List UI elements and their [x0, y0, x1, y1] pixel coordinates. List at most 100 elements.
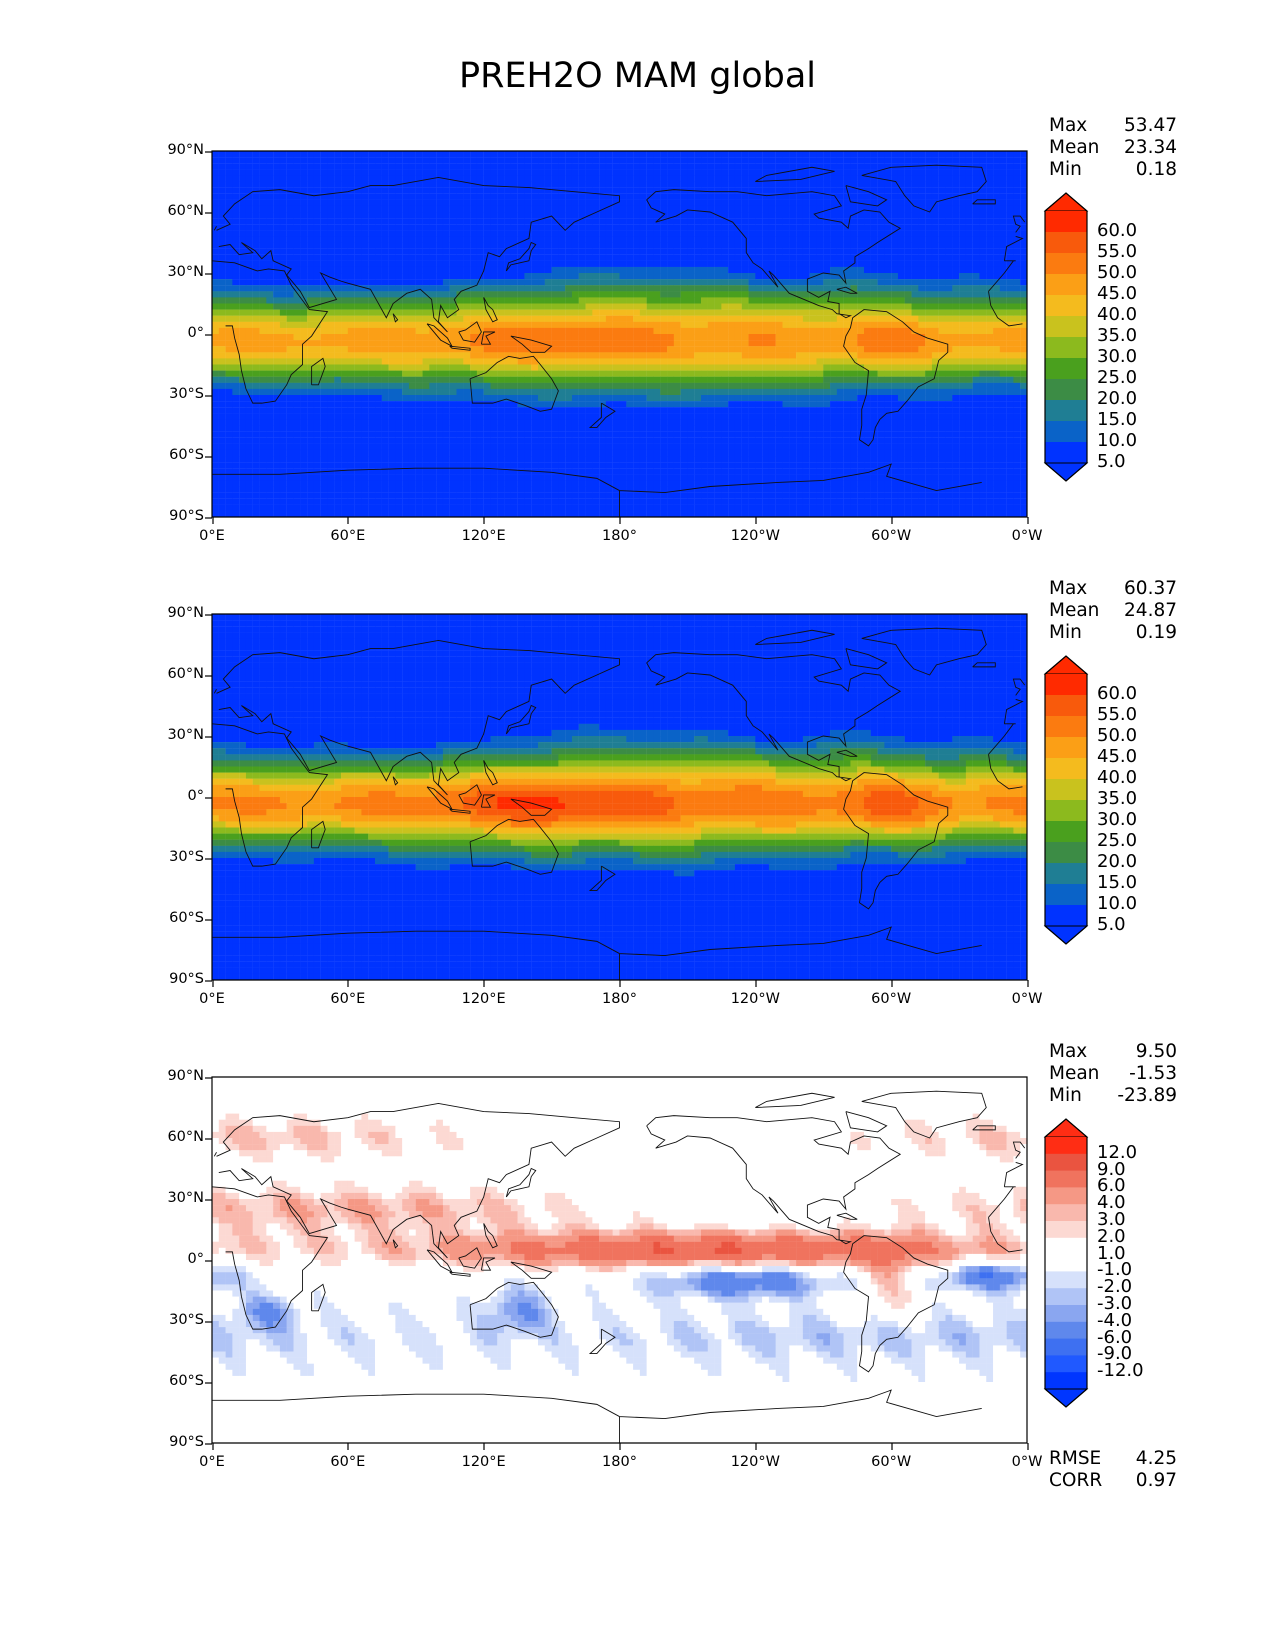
- field-cell: [857, 236, 865, 243]
- field-cell: [660, 327, 668, 335]
- field-cell: [993, 285, 1001, 292]
- field-cell: [307, 260, 315, 268]
- field-cell: [585, 175, 593, 182]
- field-cell: [619, 205, 627, 213]
- field-cell: [891, 260, 899, 268]
- field-cell: [327, 352, 335, 359]
- field-cell: [972, 175, 980, 182]
- field-cell: [816, 370, 824, 377]
- field-cell: [334, 187, 342, 194]
- field-cell: [864, 291, 871, 298]
- field-cell: [544, 236, 552, 243]
- field-cell: [266, 327, 274, 335]
- field-cell: [504, 309, 512, 316]
- field-cell: [796, 327, 804, 335]
- field-cell: [273, 218, 281, 225]
- field-cell: [354, 395, 362, 402]
- field-cell: [300, 242, 308, 249]
- field-cell: [300, 285, 308, 292]
- field-cell: [714, 236, 722, 243]
- field-cell: [517, 346, 525, 353]
- field-cell: [755, 248, 763, 255]
- field-cell: [762, 340, 770, 347]
- field-cell: [993, 248, 1001, 255]
- field-cell: [470, 321, 478, 329]
- field-cell: [252, 163, 260, 170]
- field-cell: [721, 327, 729, 335]
- field-cell: [300, 395, 308, 402]
- field-cell: [762, 218, 770, 225]
- field-cell: [558, 273, 566, 280]
- field-cell: [463, 218, 471, 225]
- field-cell: [585, 376, 593, 383]
- field-cell: [782, 303, 790, 310]
- field-cell: [592, 346, 600, 353]
- field-cell: [721, 321, 729, 329]
- field-cell: [585, 297, 593, 304]
- field-cell: [415, 364, 423, 371]
- field-cell: [986, 199, 994, 207]
- field-cell: [558, 395, 566, 402]
- field-cell: [605, 358, 613, 365]
- field-cell: [259, 260, 267, 268]
- field-cell: [639, 193, 647, 200]
- field-cell: [707, 376, 715, 383]
- field-cell: [945, 254, 953, 261]
- field-cell: [918, 370, 926, 377]
- field-cell: [1020, 266, 1028, 274]
- field-cell: [612, 157, 620, 164]
- field-cell: [830, 334, 838, 341]
- field-cell: [212, 327, 219, 335]
- field-cell: [307, 193, 315, 200]
- field-cell: [524, 187, 532, 194]
- field-cell: [544, 315, 552, 322]
- field-cell: [347, 175, 355, 182]
- field-cell: [857, 260, 865, 268]
- field-cell: [993, 303, 1001, 310]
- field-cell: [565, 364, 573, 371]
- field-cell: [918, 218, 926, 225]
- field-cell: [911, 297, 919, 304]
- field-cell: [456, 187, 464, 194]
- field-cell: [965, 193, 973, 200]
- field-cell: [626, 151, 634, 158]
- field-cell: [809, 151, 817, 158]
- field-cell: [422, 175, 430, 182]
- field-cell: [212, 169, 219, 176]
- field-cell: [415, 327, 423, 335]
- field-cell: [904, 334, 912, 341]
- field-cell: [395, 327, 403, 335]
- field-cell: [891, 157, 899, 164]
- field-cell: [279, 163, 287, 170]
- field-cell: [225, 187, 233, 194]
- field-cell: [646, 151, 654, 158]
- field-cell: [836, 358, 844, 365]
- field-cell: [619, 358, 627, 365]
- field-cell: [864, 273, 871, 280]
- field-cell: [979, 273, 987, 280]
- field-cell: [870, 346, 878, 353]
- field-cell: [456, 212, 464, 219]
- field-cell: [931, 376, 939, 383]
- field-cell: [938, 388, 946, 396]
- field-cell: [212, 376, 219, 383]
- field-cell: [741, 364, 749, 371]
- field-cell: [558, 230, 566, 237]
- field-cell: [259, 224, 267, 231]
- field-cell: [925, 175, 933, 182]
- field-cell: [313, 199, 321, 207]
- field-cell: [497, 340, 505, 347]
- field-cell: [402, 236, 410, 243]
- field-cell: [307, 218, 315, 225]
- field-cell: [694, 291, 702, 298]
- field-cell: [578, 285, 586, 292]
- field-cell: [809, 352, 817, 359]
- field-cell: [660, 382, 668, 390]
- field-cell: [925, 205, 933, 213]
- field-cell: [1020, 327, 1028, 335]
- field-cell: [300, 205, 308, 213]
- field-cell: [293, 321, 301, 329]
- field-cell: [1013, 230, 1021, 237]
- field-cell: [694, 376, 702, 383]
- field-cell: [768, 273, 776, 280]
